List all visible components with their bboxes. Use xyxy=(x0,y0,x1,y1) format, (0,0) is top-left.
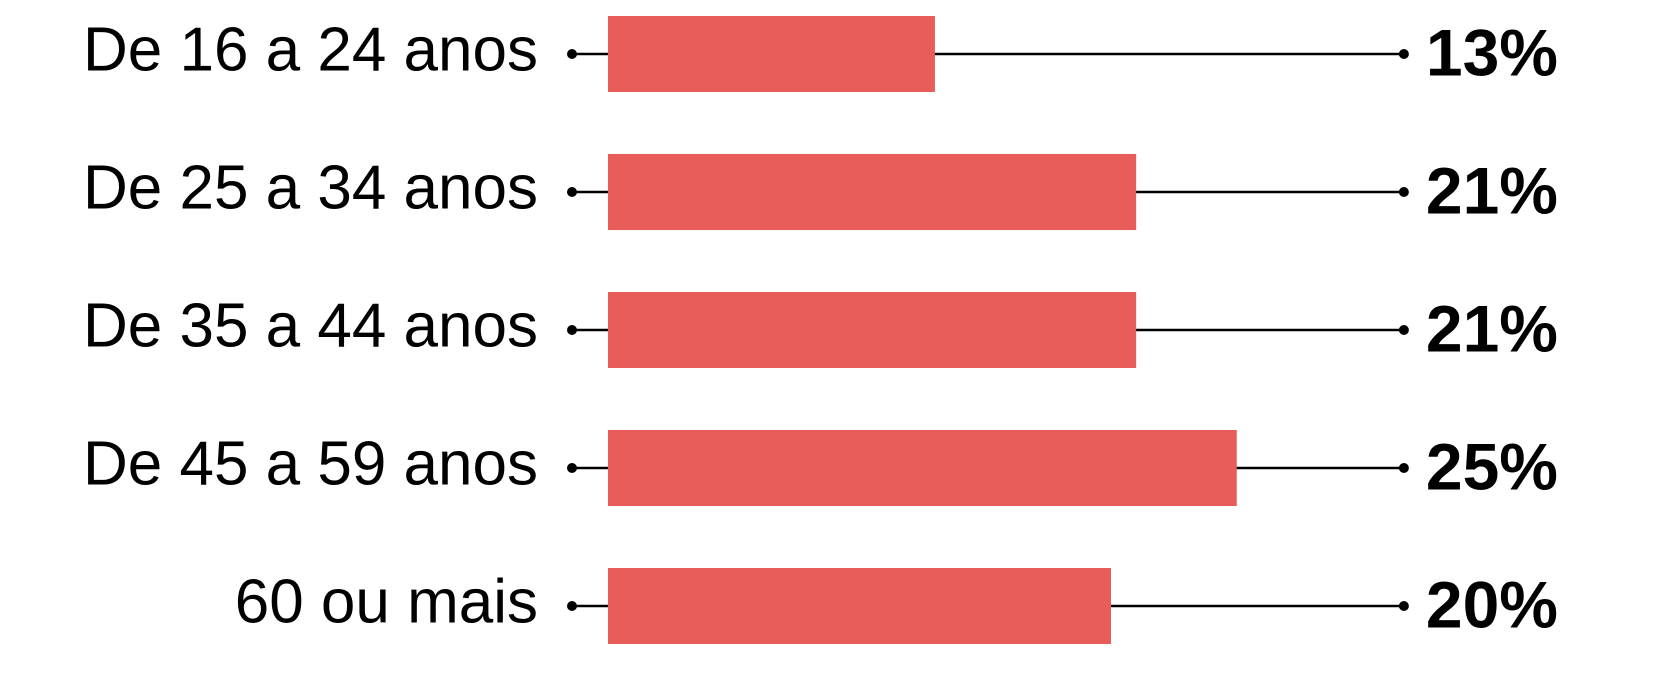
leader-dot xyxy=(1398,49,1409,59)
category-label: 60 ou mais xyxy=(235,567,538,636)
leader-dot xyxy=(1398,325,1409,335)
value-label: 25% xyxy=(1426,429,1558,503)
leader-dot xyxy=(1398,601,1409,611)
leader-dot xyxy=(1398,187,1409,197)
leader-dot xyxy=(567,187,577,197)
leader-dot xyxy=(567,325,577,335)
value-label: 13% xyxy=(1426,15,1558,89)
category-label: De 16 a 24 anos xyxy=(83,15,538,84)
bar xyxy=(608,16,935,92)
bar xyxy=(608,568,1111,644)
category-label: De 25 a 34 anos xyxy=(83,153,538,222)
leader-dot xyxy=(567,49,577,59)
leader-dot xyxy=(567,463,577,473)
value-label: 21% xyxy=(1426,291,1558,365)
bar xyxy=(608,154,1137,230)
leader-dot xyxy=(1398,463,1409,473)
bar xyxy=(608,430,1237,506)
leader-dot xyxy=(567,601,577,611)
category-label: De 45 a 59 anos xyxy=(83,429,538,498)
value-label: 21% xyxy=(1426,153,1558,227)
category-label: De 35 a 44 anos xyxy=(83,291,538,360)
bar xyxy=(608,292,1137,368)
value-label: 20% xyxy=(1426,567,1558,641)
